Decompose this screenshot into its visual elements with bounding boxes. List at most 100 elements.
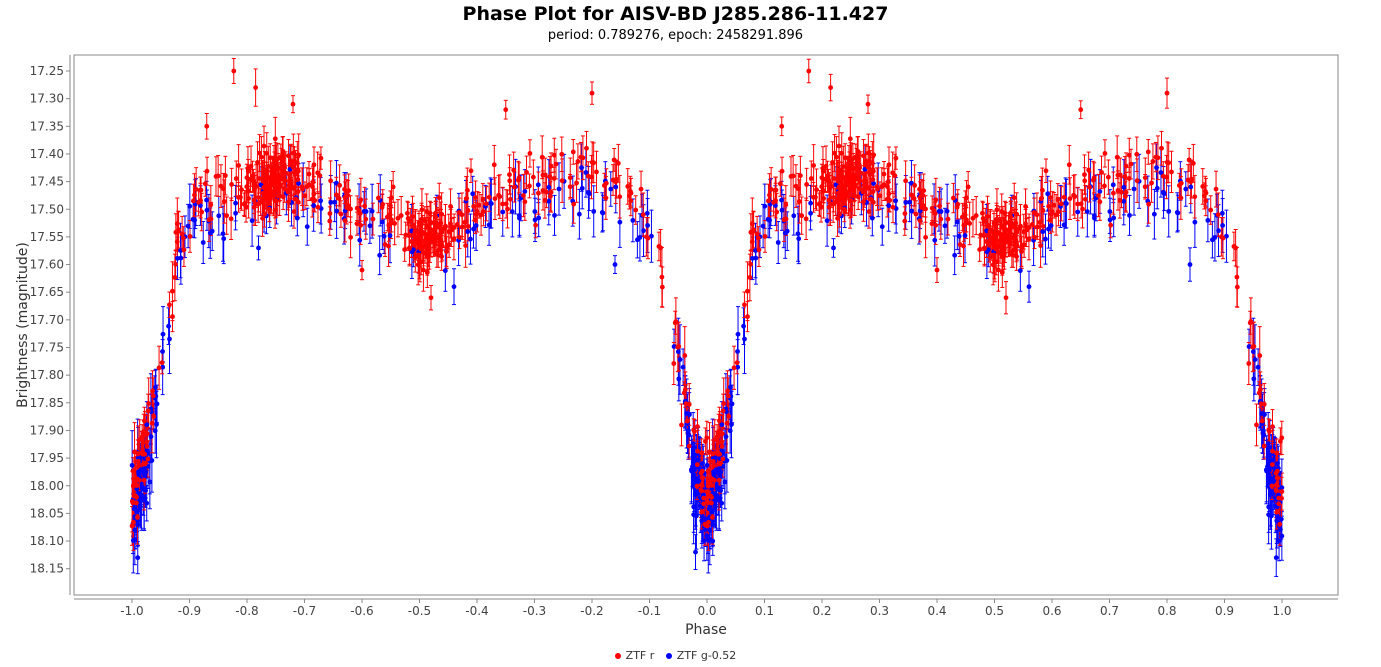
ztf-g-point: [879, 224, 885, 230]
ztf-g-point: [691, 504, 697, 510]
ztf-g-point: [886, 203, 892, 208]
ztf-g-point: [1045, 191, 1051, 197]
ztf-g-point: [617, 219, 623, 225]
ztf-g-point: [200, 240, 206, 245]
ztf-g-point: [613, 184, 619, 190]
ztf-g-point: [591, 208, 597, 214]
ztf-g-point: [1219, 210, 1225, 216]
ztf-g-point: [1154, 185, 1160, 191]
chart-title: Phase Plot for AISV-BD J285.286-11.427: [462, 3, 889, 25]
ztf-g-point: [1091, 213, 1097, 219]
ztf-g-point: [1212, 234, 1218, 240]
ztf-g-point: [153, 384, 158, 390]
ztf-g-point: [692, 445, 697, 450]
ztf-g-point: [166, 323, 171, 329]
ztf-g-point: [824, 218, 830, 224]
data-points: [129, 68, 1285, 561]
ztf-g-point: [1017, 268, 1023, 274]
ztf-g-point: [686, 432, 692, 438]
ztf-g-point: [442, 268, 448, 274]
ztf-g-point: [1111, 215, 1117, 221]
ztf-g-point: [728, 384, 733, 390]
ztf-g-point: [471, 226, 476, 232]
ztf-g-point: [369, 208, 375, 214]
ztf-g-point: [152, 428, 158, 434]
ztf-g-point: [522, 189, 528, 194]
ztf-g-point: [1266, 512, 1272, 518]
ztf-g-point: [952, 252, 958, 258]
ztf-g-point: [691, 512, 697, 518]
ztf-g-point: [719, 422, 725, 427]
ztf-g-point: [637, 234, 643, 240]
ztf-g-point: [1267, 445, 1272, 450]
ztf-g-point: [1192, 219, 1198, 225]
ztf-g-point: [579, 185, 585, 191]
ztf-g-point: [367, 223, 373, 229]
ztf-g-point: [644, 210, 650, 216]
ztf-g-point: [1046, 226, 1051, 232]
ztf-g-point: [1270, 457, 1276, 463]
ztf-g-point: [702, 527, 708, 532]
ztf-g-point: [676, 376, 682, 382]
ztf-g-point: [735, 331, 741, 337]
ztf-g-point: [536, 215, 542, 221]
ztf-g-point: [779, 207, 785, 213]
ztf-g-point: [1266, 504, 1272, 510]
ztf-g-point: [1121, 198, 1127, 204]
ztf-g-point: [1266, 473, 1272, 479]
ztf-g-point: [680, 364, 686, 370]
ztf-g-point: [546, 198, 552, 204]
ztf-g-point: [1277, 527, 1283, 532]
ztf-g-point: [334, 208, 340, 214]
ztf-g-point: [1097, 189, 1103, 194]
ztf-g-point: [909, 208, 915, 214]
ztf-g-point: [1048, 223, 1054, 228]
ztf-g-point: [1040, 229, 1046, 235]
ztf-g-point: [903, 200, 909, 205]
ztf-g-point: [160, 331, 166, 337]
ztf-g-point: [249, 218, 255, 224]
ztf-g-point: [328, 200, 334, 205]
ztf-g-point: [148, 434, 154, 440]
ztf-g-point: [944, 208, 950, 214]
ztf-g-point: [304, 224, 310, 230]
ztf-g-point: [185, 223, 191, 229]
chart-subtitle: period: 0.789276, epoch: 2458291.896: [547, 28, 804, 43]
ztf-g-point: [942, 223, 948, 229]
ztf-g-point: [962, 233, 968, 238]
ztf-g-point: [735, 349, 740, 354]
ztf-g-point: [470, 191, 476, 197]
ztf-g-point: [1279, 533, 1285, 539]
ztf-g-point: [465, 229, 471, 235]
ztf-g-point: [727, 428, 733, 434]
ztf-g-point: [160, 349, 165, 354]
ztf-g-point: [1261, 432, 1267, 438]
ztf-g-point: [722, 479, 728, 485]
ztf-g-point: [516, 213, 522, 219]
ztf-g-point: [500, 209, 506, 215]
ztf-g-point: [741, 323, 746, 329]
ztf-g-point: [1107, 209, 1113, 214]
ztf-g-point: [532, 209, 538, 214]
ztf-g-point: [144, 422, 150, 427]
ztf-g-point: [1166, 208, 1172, 214]
ztf-g-point: [381, 233, 387, 239]
ztf-g-point: [311, 203, 317, 208]
ztf-g-point: [1255, 364, 1261, 370]
ztf-g-point: [760, 223, 766, 229]
ztf-g-point: [147, 479, 153, 485]
ztf-g-point: [377, 252, 383, 258]
ztf-g-point: [704, 533, 710, 539]
ztf-g-point: [775, 240, 781, 245]
ztf-g-point: [1188, 184, 1194, 190]
ztf-g-point: [723, 434, 729, 440]
ztf-g-point: [695, 457, 701, 463]
ztf-g-point: [1075, 209, 1081, 215]
ztf-g-point: [387, 233, 393, 238]
ztf-g-point: [691, 473, 697, 479]
ztf-g-point: [1251, 376, 1257, 382]
ztf-g-point: [473, 223, 479, 228]
ztf-g-point: [204, 207, 210, 213]
ztf-g-point: [956, 233, 962, 239]
